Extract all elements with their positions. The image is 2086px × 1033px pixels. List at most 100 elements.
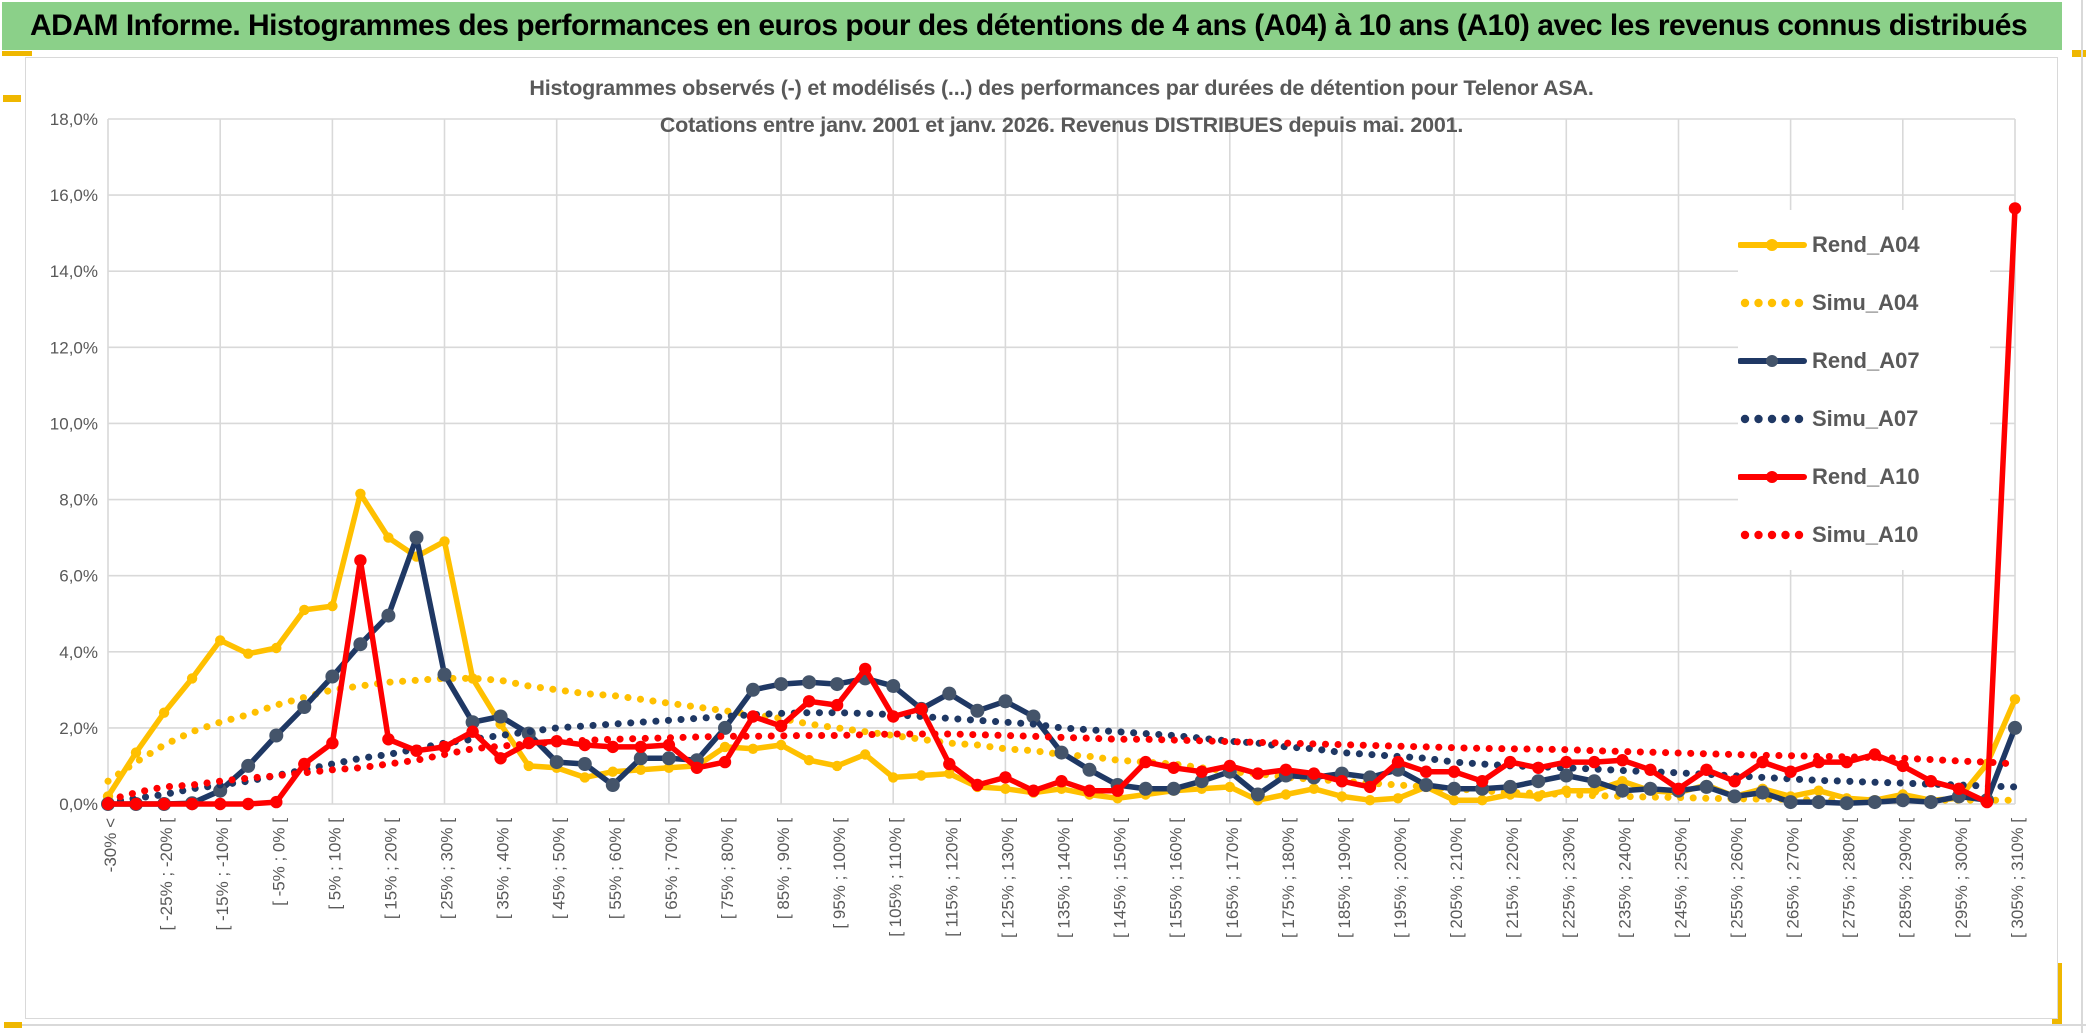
chart-panel[interactable]: Histogrammes observés (-) et modélisés (… bbox=[25, 57, 2058, 1019]
marker-Rend_A07 bbox=[802, 675, 817, 690]
marker-Rend_A07 bbox=[1054, 745, 1069, 760]
marker-Rend_A10 bbox=[354, 554, 367, 567]
marker-Rend_A07 bbox=[1531, 774, 1546, 789]
marker-Rend_A10 bbox=[1111, 784, 1124, 797]
marker-Rend_A07 bbox=[1699, 779, 1714, 794]
marker-Rend_A07 bbox=[942, 686, 957, 701]
gold-accent-top-left bbox=[2, 51, 32, 56]
legend-label: Simu_A10 bbox=[1812, 522, 1919, 547]
marker-Rend_A10 bbox=[634, 740, 647, 754]
chart-plot-area: 18,0% 16,0% 14,0% 12,0% 10,0% 8,0% 6,0% 4,0% 2,0… bbox=[26, 58, 2059, 1020]
x-tick-label: [ -5% ; 0% [ bbox=[269, 818, 288, 906]
legend-dotted-line-icon bbox=[1740, 530, 1804, 540]
y-tick-label: 14,0% bbox=[50, 262, 98, 281]
legend: Rend_A04 Simu_A04 Rend_A07 Simu_A07 Rend_A10… bbox=[1738, 210, 1990, 570]
marker-Rend_A04 bbox=[355, 488, 366, 499]
marker-Rend_A10 bbox=[943, 757, 956, 771]
marker-Rend_A07 bbox=[1587, 774, 1602, 789]
series-Rend_A10 bbox=[105, 205, 2018, 807]
marker-Rend_A10 bbox=[1644, 763, 1657, 776]
marker-Rend_A07 bbox=[774, 677, 789, 692]
marker-Rend_A10 bbox=[1588, 755, 1601, 769]
marker-Rend_A04 bbox=[719, 741, 731, 753]
marker-Rend_A10 bbox=[802, 695, 816, 708]
x-tick-label: [ 195% ; 200% [ bbox=[1391, 818, 1410, 938]
marker-Rend_A10 bbox=[1504, 755, 1517, 769]
legend-solid-line-icon bbox=[1738, 239, 1807, 251]
x-tick-label: [ 305% ; 310% [ bbox=[2008, 818, 2027, 938]
y-tick-label: 12,0% bbox=[50, 338, 98, 357]
marker-Rend_A04 bbox=[1280, 789, 1292, 800]
legend-label: Simu_A07 bbox=[1812, 406, 1919, 431]
marker-Rend_A07 bbox=[381, 608, 396, 623]
marker-Rend_A10 bbox=[774, 719, 788, 733]
marker-Rend_A04 bbox=[243, 648, 254, 659]
legend-item-Rend_A04[interactable]: Rend_A04 bbox=[1738, 216, 1990, 274]
marker-Rend_A10 bbox=[1980, 795, 1994, 809]
x-tick-label: [ 95% ; 100% [ bbox=[830, 818, 849, 929]
marker-Rend_A10 bbox=[270, 795, 283, 809]
x-tick-label: [ 285% ; 290% [ bbox=[1896, 818, 1915, 938]
marker-Rend_A04 bbox=[271, 642, 282, 654]
x-tick-label: [ 215% ; 220% [ bbox=[1503, 818, 1522, 938]
marker-Rend_A07 bbox=[1447, 781, 1462, 796]
marker-Rend_A04 bbox=[1813, 785, 1824, 796]
legend-item-Simu_A04[interactable]: Simu_A04 bbox=[1738, 274, 1990, 332]
marker-Rend_A04 bbox=[1617, 776, 1628, 787]
legend-item-Rend_A10[interactable]: Rend_A10 bbox=[1738, 448, 1990, 506]
marker-Rend_A10 bbox=[1055, 775, 1068, 788]
marker-Rend_A07 bbox=[1503, 779, 1518, 794]
marker-Rend_A10 bbox=[326, 736, 339, 750]
marker-Rend_A10 bbox=[1419, 765, 1433, 778]
marker-Rend_A04 bbox=[1477, 795, 1488, 806]
legend-label: Rend_A04 bbox=[1812, 232, 1920, 257]
marker-Rend_A04 bbox=[663, 762, 675, 773]
marker-Rend_A10 bbox=[1447, 765, 1461, 778]
marker-Rend_A07 bbox=[437, 667, 452, 682]
x-tick-label: [ 295% ; 300% [ bbox=[1952, 818, 1971, 938]
marker-Rend_A07 bbox=[970, 703, 985, 718]
marker-Rend_A10 bbox=[1728, 775, 1741, 788]
gold-accent-top-right bbox=[2072, 50, 2086, 57]
marker-Rend_A10 bbox=[1363, 780, 1377, 794]
marker-Rend_A07 bbox=[1194, 774, 1209, 789]
marker-Rend_A07 bbox=[353, 637, 368, 652]
marker-Rend_A07 bbox=[830, 677, 845, 692]
marker-Rend_A04 bbox=[803, 755, 815, 766]
marker-Rend_A10 bbox=[382, 733, 395, 746]
legend-item-Rend_A07[interactable]: Rend_A07 bbox=[1738, 332, 1990, 390]
x-tick-label: -30% < bbox=[101, 818, 120, 872]
legend-label: Rend_A07 bbox=[1812, 348, 1920, 373]
marker-Rend_A04 bbox=[383, 532, 394, 543]
marker-Rend_A10 bbox=[606, 740, 619, 754]
marker-Rend_A04 bbox=[1364, 795, 1376, 806]
x-tick-label: [ -15% ; -10% [ bbox=[213, 818, 232, 931]
x-tick-label: [ 145% ; 150% [ bbox=[1111, 818, 1130, 938]
marker-Rend_A04 bbox=[1000, 783, 1011, 794]
legend-label: Simu_A04 bbox=[1812, 290, 1919, 315]
x-tick-label: [ 135% ; 140% [ bbox=[1055, 818, 1074, 938]
marker-Rend_A04 bbox=[944, 768, 955, 779]
marker-Rend_A07 bbox=[1755, 785, 1770, 800]
legend-item-Simu_A10[interactable]: Simu_A10 bbox=[1738, 506, 1990, 564]
marker-Rend_A10 bbox=[1700, 763, 1713, 776]
marker-Rend_A04 bbox=[747, 743, 759, 754]
marker-Rend_A07 bbox=[1727, 789, 1742, 804]
marker-Rend_A04 bbox=[775, 739, 787, 751]
marker-Rend_A10 bbox=[1560, 755, 1573, 769]
marker-Rend_A04 bbox=[1308, 783, 1320, 794]
marker-Rend_A07 bbox=[1559, 768, 1574, 783]
marker-Rend_A04 bbox=[215, 635, 226, 646]
marker-Rend_A04 bbox=[2009, 694, 2021, 705]
marker-Rend_A04 bbox=[1448, 795, 1460, 806]
marker-Rend_A10 bbox=[466, 725, 479, 738]
y-tick-label: 0,0% bbox=[59, 795, 98, 814]
legend-label: Rend_A10 bbox=[1812, 464, 1920, 489]
marker-Rend_A10 bbox=[1616, 754, 1629, 767]
marker-Rend_A07 bbox=[633, 751, 648, 766]
marker-Rend_A10 bbox=[410, 744, 423, 757]
legend-dotted-line-icon bbox=[1740, 414, 1804, 424]
y-tick-label: 16,0% bbox=[50, 186, 98, 205]
series-Simu_A04 bbox=[104, 674, 2019, 804]
legend-item-Simu_A07[interactable]: Simu_A07 bbox=[1738, 390, 1990, 448]
